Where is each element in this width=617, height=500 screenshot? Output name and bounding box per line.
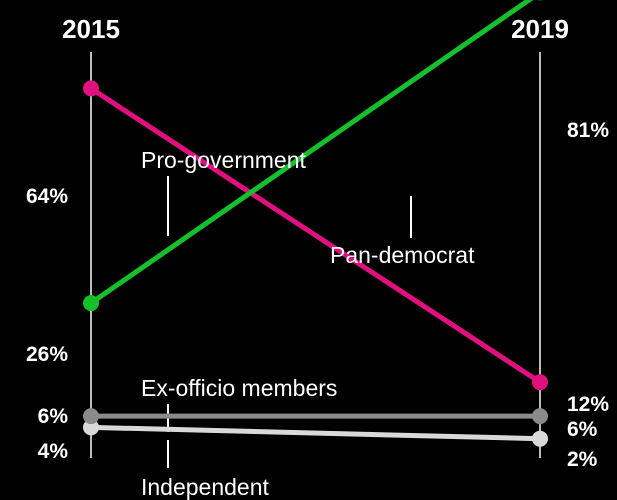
point-pan-democrat-2015 xyxy=(83,295,99,312)
value-label-2015-ex-officio: 6% xyxy=(38,405,69,428)
value-label-2015-pan-democrat: 26% xyxy=(26,343,68,366)
series-label-ex-officio: Ex-officio members xyxy=(141,375,337,401)
point-pro-government-2019 xyxy=(532,374,548,391)
value-label-2019-independent: 2% xyxy=(567,448,598,471)
series-line-independent xyxy=(88,424,543,442)
year-label-2015: 2015 xyxy=(62,14,120,44)
point-independent-2015 xyxy=(83,419,99,436)
value-label-2015-independent: 4% xyxy=(38,440,69,463)
series-label-independent: Independent xyxy=(141,474,270,500)
series-label-pan-democrat: Pan-democrat xyxy=(330,242,475,268)
series-label-pro-government: Pro-government xyxy=(141,147,307,173)
point-pro-government-2015 xyxy=(83,80,99,97)
series-line-pan-democrat xyxy=(88,0,534,306)
point-independent-2019 xyxy=(532,430,548,447)
point-ex-officio-members-2019 xyxy=(532,408,548,425)
value-label-2019-ex-officio: 6% xyxy=(567,418,598,441)
value-label-2019-pro-government: 12% xyxy=(567,393,609,416)
value-label-2019-pan-democrat: 81% xyxy=(567,119,609,142)
point-ex-officio-members-2015 xyxy=(83,408,99,425)
series-line-pro-government xyxy=(88,85,543,385)
value-label-2015-pro-government: 64% xyxy=(26,185,68,208)
year-label-2019: 2019 xyxy=(511,14,569,44)
